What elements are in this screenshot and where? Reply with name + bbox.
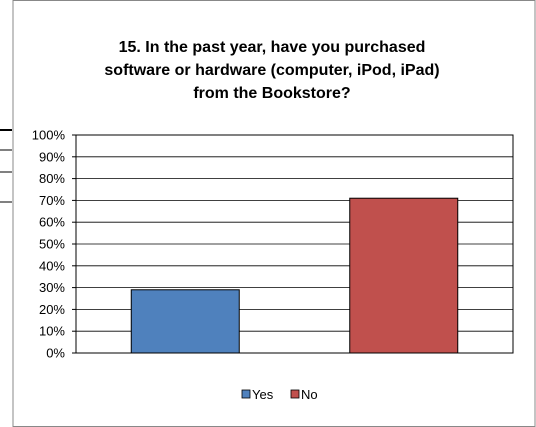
chart-title-line-3: from the Bookstore? [193,85,350,102]
legend-swatch-no [290,389,300,399]
bar-yes [130,289,240,354]
y-axis-tick-labels: 0% 10% 20% 30% 40% 50% 60% 70% 80% 90% 100% [32,128,66,361]
bar-no [349,197,459,354]
chart-title: 15. In the past year, have you purchased… [104,39,439,102]
y-tick-label: 50% [39,237,65,252]
y-tick-label: 60% [39,215,65,230]
y-tick-label: 100% [32,128,66,143]
y-tick-label: 70% [39,193,65,208]
chart-title-line-1: 15. In the past year, have you purchased [119,39,426,56]
bars [130,197,459,354]
y-tick-label: 80% [39,171,65,186]
legend-label-no: No [301,387,318,402]
legend-label-yes: Yes [252,387,274,402]
y-tick-label: 20% [39,302,65,317]
legend-swatch-yes [241,389,251,399]
plot-area: 0% 10% 20% 30% 40% 50% 60% 70% 80% 90% 100% [32,128,514,361]
chart-title-line-2: software or hardware (computer, iPod, iP… [104,62,439,79]
y-tick-label: 10% [39,324,65,339]
y-tick-label: 40% [39,258,65,273]
legend: Yes No [241,387,318,402]
y-tick-label: 0% [46,346,65,361]
y-tick-label: 90% [39,149,65,164]
y-tick-label: 30% [39,280,65,295]
